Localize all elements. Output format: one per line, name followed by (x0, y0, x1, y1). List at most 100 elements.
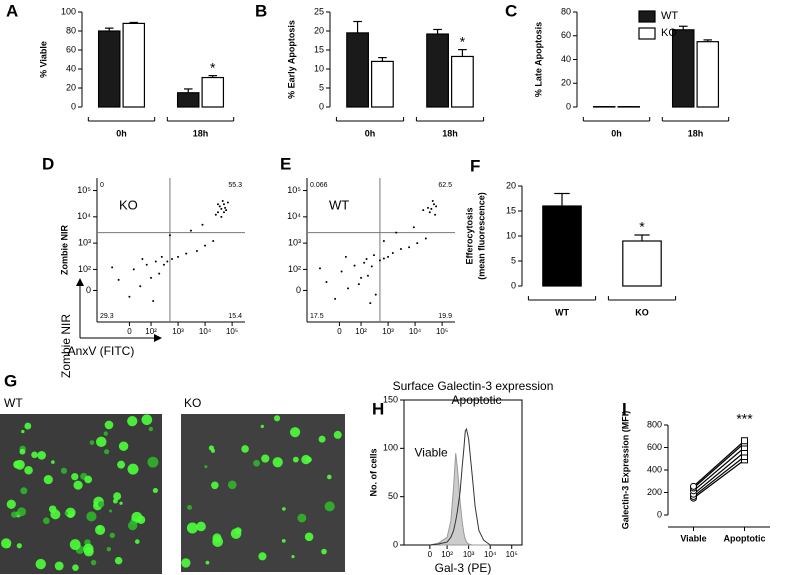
y-tick-label: 20 (506, 180, 516, 190)
fluorescent-cell (212, 533, 222, 543)
x-axis-label: AnxV (FITC) (68, 344, 135, 358)
y-tick-label: 50 (388, 491, 398, 501)
fluorescent-cell (258, 552, 267, 561)
bar (696, 41, 720, 108)
fluorescent-cell (181, 558, 191, 568)
panel-letter: F (470, 156, 480, 175)
bar (122, 22, 146, 108)
bar (451, 55, 474, 108)
fluorescent-cell (134, 539, 140, 544)
event-dot (221, 200, 224, 203)
plot-frame (403, 399, 523, 546)
paired-line (693, 456, 745, 497)
fluorescent-cell (148, 426, 154, 432)
event-dot (158, 272, 161, 275)
fluorescent-cell (327, 474, 332, 480)
fluorescent-cell (31, 451, 38, 459)
fluorescent-cell (324, 501, 335, 512)
x-tick-label: Viable (680, 533, 706, 543)
event-dot (212, 240, 215, 243)
legend-swatch (638, 10, 656, 23)
fluorescent-cell (84, 475, 93, 484)
significance: * (460, 33, 466, 49)
x-tick-label: 10³ (382, 327, 394, 336)
sample-label: WT (329, 197, 349, 212)
paired-line (693, 440, 745, 487)
fluorescent-cell (54, 561, 64, 571)
bar (671, 29, 695, 108)
y-tick-label: 10 (314, 63, 324, 73)
panel-letter: B (255, 1, 267, 20)
event-dot (224, 206, 227, 209)
quadrant-percent: 55.3 (228, 182, 242, 189)
image-label: WT (4, 396, 23, 410)
y-tick-label: 600 (647, 442, 662, 452)
event-dot (434, 213, 437, 216)
event-dot (365, 257, 368, 260)
fluorescent-cell (17, 507, 27, 517)
fluorescent-cell (16, 543, 22, 549)
fluorescent-cell (24, 422, 32, 430)
x-tick-label: 0h (365, 128, 376, 138)
fluorescent-cell (19, 448, 26, 455)
x-tick-label: 18h (442, 128, 458, 138)
fluorescent-cell (273, 415, 281, 422)
event-dot (426, 206, 429, 209)
y-tick-label: 10³ (288, 238, 301, 248)
quadrant-percent: 0 (100, 182, 104, 189)
event-dot (360, 276, 363, 279)
bar (426, 33, 449, 108)
y-axis-label: Zombie NIR (59, 225, 69, 276)
x-axis-label: Gal-3 (PE) (435, 561, 492, 575)
x-tick-label: 10⁵ (506, 550, 518, 559)
fluorescent-cell (35, 558, 46, 570)
event-dot (166, 260, 169, 263)
event-dot (435, 205, 438, 208)
fluorescent-cell (73, 480, 83, 490)
x-tick-label: 10³ (463, 550, 475, 559)
y-tick-label: 0 (296, 285, 301, 295)
panel-letter: H (372, 399, 384, 418)
x-tick-label: 18h (688, 128, 704, 138)
event-dot (216, 203, 219, 206)
quadrant-percent: 0.066 (310, 182, 328, 189)
fluorescent-cell (69, 539, 81, 550)
x-tick-label: 10³ (172, 327, 184, 336)
event-dot (340, 270, 343, 273)
x-tick-label: 0h (611, 128, 622, 138)
x-tick-label: 10² (145, 327, 157, 336)
fluorescent-cell (50, 509, 61, 520)
y-tick-label: 0 (511, 280, 516, 290)
fluorescent-cell (253, 459, 260, 467)
y-tick-label: 5 (319, 82, 324, 92)
event-dot (111, 266, 114, 269)
y-tick-label: 40 (66, 63, 76, 73)
event-dot (408, 246, 411, 249)
event-dot (412, 226, 415, 229)
y-axis-label: (mean fluorescence) (476, 192, 486, 280)
y-tick-label: 80 (66, 25, 76, 35)
event-dot (366, 274, 369, 277)
y-tick-label: 60 (561, 30, 571, 40)
event-dot (154, 260, 157, 263)
y-axis-label: Galectin-3 Expression (MFI) (620, 411, 630, 530)
event-dot (325, 281, 328, 284)
fluorescent-cell (281, 539, 286, 543)
fluorescent-cell (109, 532, 116, 538)
panel-letter: E (280, 154, 291, 173)
y-tick-label: 0 (393, 539, 398, 549)
event-dot (220, 207, 223, 210)
fluorescent-cell (96, 436, 107, 448)
event-dot (391, 252, 394, 255)
x-tick-label: 0 (127, 327, 132, 336)
y-tick-label: 10 (506, 230, 516, 240)
paired-line (693, 459, 745, 499)
event-dot (318, 267, 321, 270)
fluorescent-cell (187, 505, 193, 510)
quadrant-percent: 19.9 (438, 313, 452, 320)
fluorescent-cell (321, 548, 327, 555)
bar (371, 60, 394, 108)
y-tick-label: 400 (647, 464, 662, 474)
point (741, 437, 748, 445)
fluorescent-cell (117, 460, 126, 469)
